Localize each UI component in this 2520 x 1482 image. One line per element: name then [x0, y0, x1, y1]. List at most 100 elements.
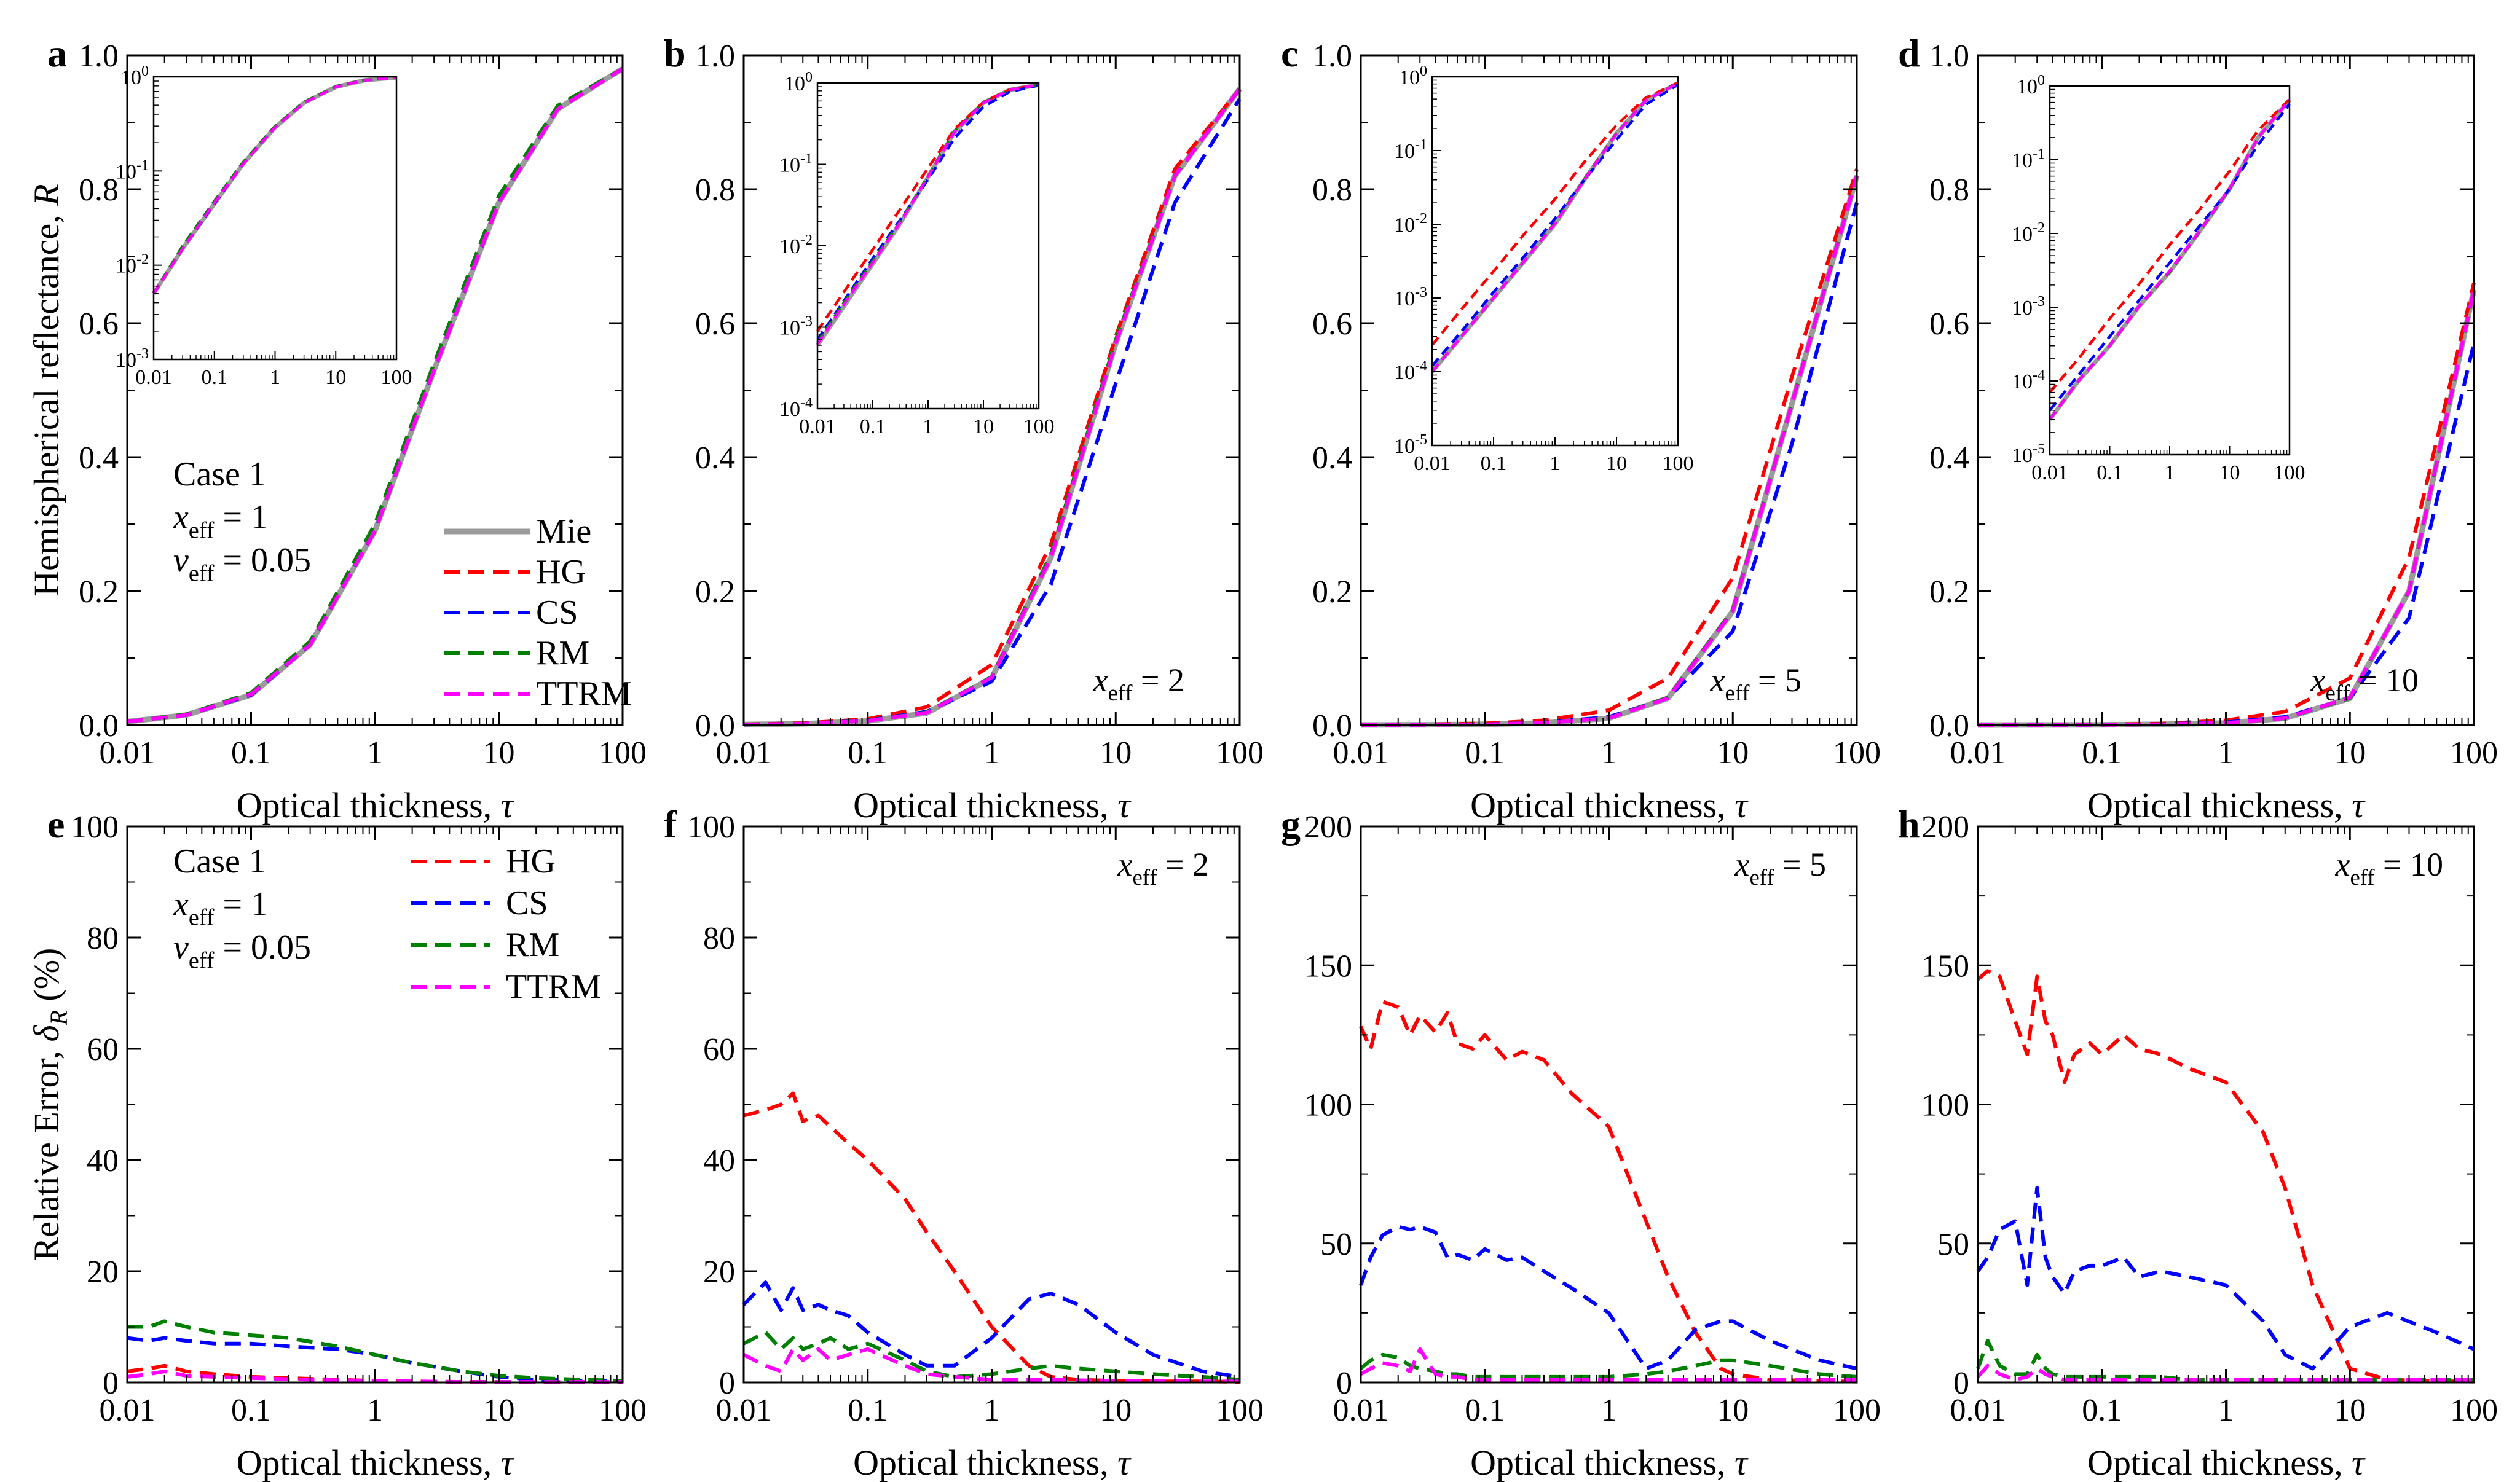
inset-series-ttrm-line: [1431, 82, 1679, 373]
inset-y-tick-label: 10-4: [1394, 358, 1427, 384]
y-tick-label: 0.2: [79, 574, 119, 610]
series-cs-line: [1976, 1186, 2475, 1371]
x-tick-label: 100: [1833, 1393, 1881, 1428]
y-tick-label: 0.2: [1312, 574, 1352, 610]
y-tick-label: 20: [87, 1255, 119, 1290]
series-hg-line: [1977, 969, 2475, 1384]
inset-x-tick-label: 10: [2219, 461, 2240, 484]
panel-letter: f: [664, 802, 677, 846]
y-tick-label: 0.2: [695, 574, 735, 610]
case-note: Case 1: [173, 455, 266, 493]
legend-label-ttrm: TTRM: [536, 675, 632, 713]
x-tick-label: 0.1: [2082, 735, 2122, 770]
y-axis-label-relative-error: Relative Error, δR (%): [26, 948, 73, 1261]
inset-c: 0.01 0.1 1 10 100 10-5 10-4 10-3 10-2 10-1 100: [1394, 63, 1694, 475]
y-tick-label: 0: [719, 1366, 735, 1401]
inset-x-tick-label: 100: [1023, 415, 1055, 438]
series-rm-line: [1360, 1352, 1857, 1379]
x-tick-label: 0.1: [1465, 1393, 1505, 1428]
inset-y-tick-label: 10-4: [779, 395, 813, 421]
series-cs-line: [1359, 1225, 1857, 1371]
y-tick-label: 40: [87, 1143, 119, 1178]
x-tick-label: 10: [483, 735, 515, 770]
inset-series-ttrm-line: [152, 76, 397, 295]
inset-x-tick-label: 1: [1550, 452, 1561, 475]
x-axis-label: Optical thickness, τ: [2087, 785, 2366, 825]
inset-x-tick-label: 100: [381, 366, 412, 389]
x-axis-label: Optical thickness, τ: [237, 1443, 515, 1482]
y-tick-label: 60: [703, 1032, 735, 1067]
x-eff-note: xeff = 1: [173, 885, 268, 931]
inset-series-hg-line: [1431, 81, 1679, 347]
x-tick-label: 100: [1833, 735, 1881, 770]
inset-series-ttrm-line: [816, 83, 1039, 345]
inset-y-tick-label: 10-1: [1394, 137, 1427, 163]
panel-a: 0.01 0.1 1 10 100 0.0 0.2 0.4 0.6 0.8 1.0 a Optical …: [47, 31, 647, 825]
inset-x-tick-label: 0.1: [860, 415, 886, 438]
y-tick-label: 0.8: [1929, 173, 1969, 208]
inset-background: [1432, 77, 1678, 445]
inset-series-hg-line: [2049, 98, 2291, 394]
inset-series-cs-line: [2049, 103, 2291, 412]
x-eff-note: xeff = 1: [173, 498, 268, 544]
inset-x-tick-label: 100: [2274, 461, 2305, 484]
x-tick-label: 100: [599, 735, 647, 770]
x-tick-label: 1: [2218, 1393, 2234, 1428]
y-tick-label: 1.0: [1929, 39, 1969, 74]
y-tick-label: 150: [1304, 949, 1352, 984]
inset-y-tick-label: 10-2: [1394, 211, 1427, 237]
plot-frame: [1360, 825, 1858, 1384]
inset-x-tick-label: 0.1: [2097, 461, 2123, 484]
x-tick-label: 10: [1100, 1393, 1132, 1428]
y-tick-label: 1.0: [1312, 39, 1352, 74]
y-tick-label: 50: [1320, 1227, 1352, 1262]
y-tick-label: 0: [1953, 1366, 1969, 1401]
x-tick-label: 0.01: [100, 735, 156, 770]
inset-y-tick-label: 10-2: [2012, 220, 2045, 246]
panel-letter: d: [1898, 31, 1920, 75]
series-ttrm-line: [127, 67, 624, 724]
series-cs-line: [742, 1280, 1240, 1379]
inset-y-tick-label: 10-5: [2012, 441, 2045, 467]
inset-x-tick-label: 0.01: [799, 415, 836, 438]
x-tick-label: 0.1: [1465, 735, 1505, 770]
x-tick-label: 0.01: [1950, 1393, 2006, 1428]
x-tick-label: 100: [2450, 1393, 2498, 1428]
legend-label-ttrm: TTRM: [506, 968, 602, 1006]
inset-y-tick-label: 100: [120, 63, 149, 89]
x-tick-label: 0.01: [716, 1393, 772, 1428]
series-rm-line: [742, 1330, 1240, 1382]
x-eff-note: xeff = 10: [2334, 846, 2443, 890]
inset-y-tick-label: 100: [784, 69, 813, 95]
y-tick-label: 80: [703, 921, 735, 956]
x-axis-label: Optical thickness, τ: [1470, 785, 1749, 825]
y-tick-label: 0.0: [1312, 708, 1352, 743]
y-tick-label: 1.0: [695, 39, 735, 74]
inset-y-tick-label: 10-1: [779, 151, 813, 177]
x-tick-label: 0.1: [848, 1393, 888, 1428]
x-axis-label: Optical thickness, τ: [853, 1443, 1132, 1482]
inset-x-tick-label: 1: [2165, 461, 2175, 484]
x-tick-label: 0.1: [848, 735, 888, 770]
x-tick-label: 1: [367, 1393, 383, 1428]
y-tick-label: 60: [87, 1032, 119, 1067]
series-ttrm-line: [1976, 1363, 2474, 1382]
x-tick-label: 100: [2450, 735, 2498, 770]
inset-y-tick-label: 10-2: [779, 232, 813, 258]
x-eff-note: xeff = 5: [1734, 846, 1826, 890]
inset-y-tick-label: 10-3: [2012, 294, 2045, 320]
series-ttrm-line: [1360, 1347, 1857, 1382]
inset-series-cs-line: [1431, 83, 1679, 367]
y-tick-label: 150: [1921, 949, 1969, 984]
x-tick-label: 1: [367, 735, 383, 770]
y-tick-label: 0.4: [1312, 441, 1352, 476]
legend-label-rm: RM: [506, 926, 559, 964]
panel-d: 0.01 0.1 1 10 100 0.0 0.2 0.4 0.6 0.8 1.0 d Optical …: [1898, 31, 2498, 825]
x-tick-label: 10: [2334, 1393, 2366, 1428]
y-tick-label: 0.0: [695, 708, 735, 743]
inset-x-tick-label: 1: [270, 366, 280, 389]
v-eff-note: veff = 0.05: [173, 928, 311, 974]
